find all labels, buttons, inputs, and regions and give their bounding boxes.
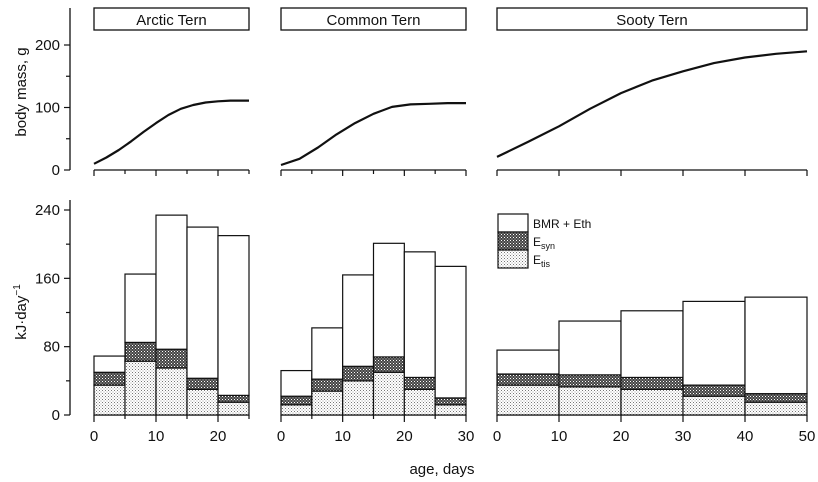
sooty-tern-bar-bmr-eth bbox=[558, 320, 622, 376]
common-tern-x-tick-label: 0 bbox=[277, 428, 285, 445]
common-tern-bar-etis bbox=[311, 390, 344, 416]
sooty-tern-bar-bmr-eth bbox=[620, 310, 684, 379]
sooty-tern-bar-bmr-eth bbox=[496, 349, 560, 375]
arctic-tern-bar-bmr-eth bbox=[155, 214, 188, 350]
arctic-tern-x-tick-label: 20 bbox=[210, 428, 227, 445]
common-tern-bar-etis bbox=[434, 404, 467, 416]
bottom-y-axis-label-main: kJ·day bbox=[13, 295, 30, 340]
sooty-tern-bar-esyn bbox=[558, 374, 622, 388]
common-tern-x-tick-label: 30 bbox=[458, 428, 475, 445]
common-tern-bar-etis bbox=[280, 404, 313, 416]
bottom-y-axis-label-exponent: −1 bbox=[12, 284, 23, 296]
sooty-tern-bar-etis bbox=[682, 395, 746, 416]
common-tern-bar-esyn bbox=[280, 395, 313, 406]
arctic-tern-bar-bmr-eth bbox=[124, 273, 157, 343]
sooty-tern-bar-esyn bbox=[744, 393, 808, 403]
common-tern-bar-bmr-eth bbox=[434, 265, 467, 399]
common-tern-bar-esyn bbox=[342, 365, 375, 382]
arctic-tern-bar-etis bbox=[155, 367, 188, 416]
legend-label-esyn-sub: syn bbox=[541, 241, 555, 251]
sooty-tern-x-tick-label: 10 bbox=[551, 428, 568, 445]
common-tern-mass-curve bbox=[280, 102, 466, 167]
legend-label-esyn: Esyn bbox=[533, 235, 555, 251]
mass-y-tick-label: 100 bbox=[35, 100, 60, 117]
legend: BMR + Eth Esyn Etis bbox=[497, 213, 591, 269]
sooty-tern-bar-bmr-eth bbox=[682, 300, 746, 386]
sooty-tern-title: Sooty Tern bbox=[616, 12, 687, 29]
sooty-tern-mass-curve bbox=[496, 50, 808, 158]
legend-label-esyn-text: E bbox=[533, 235, 541, 249]
legend-label-etis-sub: tis bbox=[541, 259, 551, 269]
arctic-tern-bar-etis bbox=[217, 401, 250, 416]
arctic-tern-bar-etis bbox=[93, 384, 126, 416]
common-tern-bar-esyn bbox=[311, 378, 344, 392]
energy-y-tick-label: 0 bbox=[52, 407, 60, 424]
sooty-tern-x-tick-label: 20 bbox=[613, 428, 630, 445]
legend-swatch-etis bbox=[497, 249, 529, 269]
arctic-tern-bar-esyn bbox=[124, 341, 157, 362]
legend-label-bmr-eth: BMR + Eth bbox=[533, 217, 591, 231]
sooty-tern-bar-esyn bbox=[620, 376, 684, 390]
arctic-tern-x-tick-label: 10 bbox=[148, 428, 165, 445]
common-tern-bar-bmr-eth bbox=[280, 369, 313, 397]
common-tern-bar-bmr-eth bbox=[403, 251, 436, 379]
arctic-tern-bar-etis bbox=[124, 360, 157, 416]
sooty-tern-x-tick-label: 50 bbox=[799, 428, 816, 445]
common-tern-x-tick-label: 10 bbox=[334, 428, 351, 445]
arctic-tern-title: Arctic Tern bbox=[136, 12, 207, 29]
legend-swatch-esyn bbox=[497, 231, 529, 251]
sooty-tern-title-box bbox=[496, 7, 808, 31]
sooty-tern-bar-bmr-eth bbox=[744, 296, 808, 395]
arctic-tern-bar-bmr-eth bbox=[217, 235, 250, 396]
sooty-tern-bar-etis bbox=[496, 384, 560, 416]
common-tern-bar-bmr-eth bbox=[311, 327, 344, 380]
arctic-tern-bar-esyn bbox=[93, 371, 126, 386]
arctic-tern-bar-etis bbox=[186, 388, 219, 416]
common-tern-bar-esyn bbox=[372, 356, 405, 373]
sooty-tern-x-tick-label: 0 bbox=[493, 428, 501, 445]
legend-swatch-bmr-eth bbox=[497, 213, 529, 233]
common-tern-title-box bbox=[280, 7, 467, 31]
mass-y-tick-label: 200 bbox=[35, 37, 60, 54]
energy-y-tick-label: 240 bbox=[35, 202, 60, 219]
common-tern-bar-esyn bbox=[403, 376, 436, 390]
sooty-tern-bar-etis bbox=[620, 388, 684, 416]
top-y-axis-label: body mass, g bbox=[13, 47, 30, 136]
sooty-tern-bar-esyn bbox=[682, 384, 746, 397]
arctic-tern-bar-esyn bbox=[186, 377, 219, 390]
common-tern-bar-etis bbox=[372, 371, 405, 416]
arctic-tern-bar-esyn bbox=[155, 348, 188, 369]
arctic-tern-x-tick-label: 0 bbox=[90, 428, 98, 445]
arctic-tern-bar-esyn bbox=[217, 394, 250, 403]
legend-label-etis-text: E bbox=[533, 253, 541, 267]
arctic-tern-mass-curve bbox=[93, 99, 249, 165]
arctic-tern-title-box bbox=[93, 7, 250, 31]
mass-y-tick-label: 0 bbox=[52, 162, 60, 179]
bottom-y-axis-label: kJ·day−1 bbox=[12, 284, 30, 340]
common-tern-title: Common Tern bbox=[327, 12, 421, 29]
common-tern-bar-etis bbox=[403, 388, 436, 416]
common-tern-bar-bmr-eth bbox=[342, 274, 375, 367]
legend-label-bmr-eth-text: BMR + Eth bbox=[533, 217, 591, 231]
sooty-tern-x-tick-label: 40 bbox=[737, 428, 754, 445]
energy-y-tick-label: 80 bbox=[43, 339, 60, 356]
x-axis-label: age, days bbox=[409, 461, 474, 478]
sooty-tern-bar-etis bbox=[744, 401, 808, 416]
sooty-tern-bar-esyn bbox=[496, 373, 560, 386]
common-tern-bar-esyn bbox=[434, 397, 467, 406]
common-tern-bar-bmr-eth bbox=[372, 242, 405, 358]
arctic-tern-bar-bmr-eth bbox=[93, 355, 126, 373]
legend-label-etis: Etis bbox=[533, 253, 551, 269]
energy-y-tick-label: 160 bbox=[35, 270, 60, 287]
sooty-tern-x-tick-label: 30 bbox=[675, 428, 692, 445]
common-tern-x-tick-label: 20 bbox=[396, 428, 413, 445]
common-tern-bar-etis bbox=[342, 380, 375, 416]
arctic-tern-bar-bmr-eth bbox=[186, 226, 219, 379]
sooty-tern-bar-etis bbox=[558, 386, 622, 416]
